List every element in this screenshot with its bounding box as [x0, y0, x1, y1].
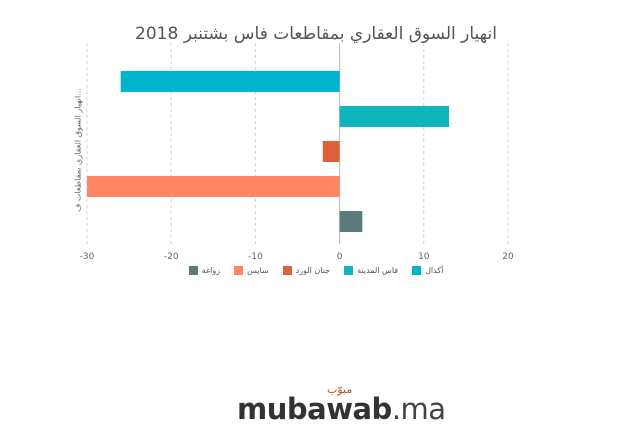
x-tick-label-3: 0 — [337, 252, 343, 262]
legend-label-4: زواغة — [201, 266, 221, 275]
legend-label-2: جنان الورد — [295, 266, 331, 275]
legend-item-1[interactable]: فاس المدينة — [344, 266, 398, 275]
legend-label-0: أكدال — [425, 266, 444, 275]
chart-plot: -30 -20 -10 0 10 20 — [80, 43, 514, 262]
x-tick-label-5: 20 — [502, 252, 514, 262]
legend-label-1: فاس المدينة — [357, 266, 399, 275]
legend-swatch-0 — [412, 266, 422, 275]
legend-item-2[interactable]: جنان الورد — [282, 266, 331, 275]
legend-label-3: سايس — [247, 266, 269, 275]
bar-2 — [322, 141, 340, 162]
chart-title: انهيار السوق العقاري بمقاطعات فاس بشتنبر… — [135, 24, 497, 44]
legend-swatch-3 — [234, 266, 244, 275]
bar-4 — [339, 211, 363, 232]
bar-3 — [87, 176, 340, 197]
legend-item-3[interactable]: سايس — [234, 266, 269, 275]
logo-arabic-text: مبوّب — [327, 383, 353, 396]
legend-swatch-1 — [344, 266, 354, 275]
x-tick-label-0: -30 — [80, 252, 95, 262]
y-axis-label: انهيار السوق العقاري بمقاطعات ف... — [73, 88, 83, 212]
x-tick-label-1: -20 — [164, 252, 179, 262]
mubawab-logo: mubawab.ma — [237, 392, 446, 426]
x-tick-label-4: 10 — [418, 252, 430, 262]
legend-item-0[interactable]: أكدال — [412, 266, 443, 275]
logo-suffix: .ma — [391, 392, 446, 426]
legend-item-4[interactable]: زواغة — [188, 266, 221, 275]
bar-1 — [339, 106, 450, 127]
legend-swatch-4 — [188, 266, 198, 275]
legend: أكدال فاس المدينة جنان الورد سايس زواغة — [0, 266, 632, 275]
x-tick-label-2: -10 — [248, 252, 263, 262]
logo-text: mubawab — [237, 392, 392, 426]
bar-0 — [120, 71, 340, 92]
legend-swatch-2 — [282, 266, 292, 275]
